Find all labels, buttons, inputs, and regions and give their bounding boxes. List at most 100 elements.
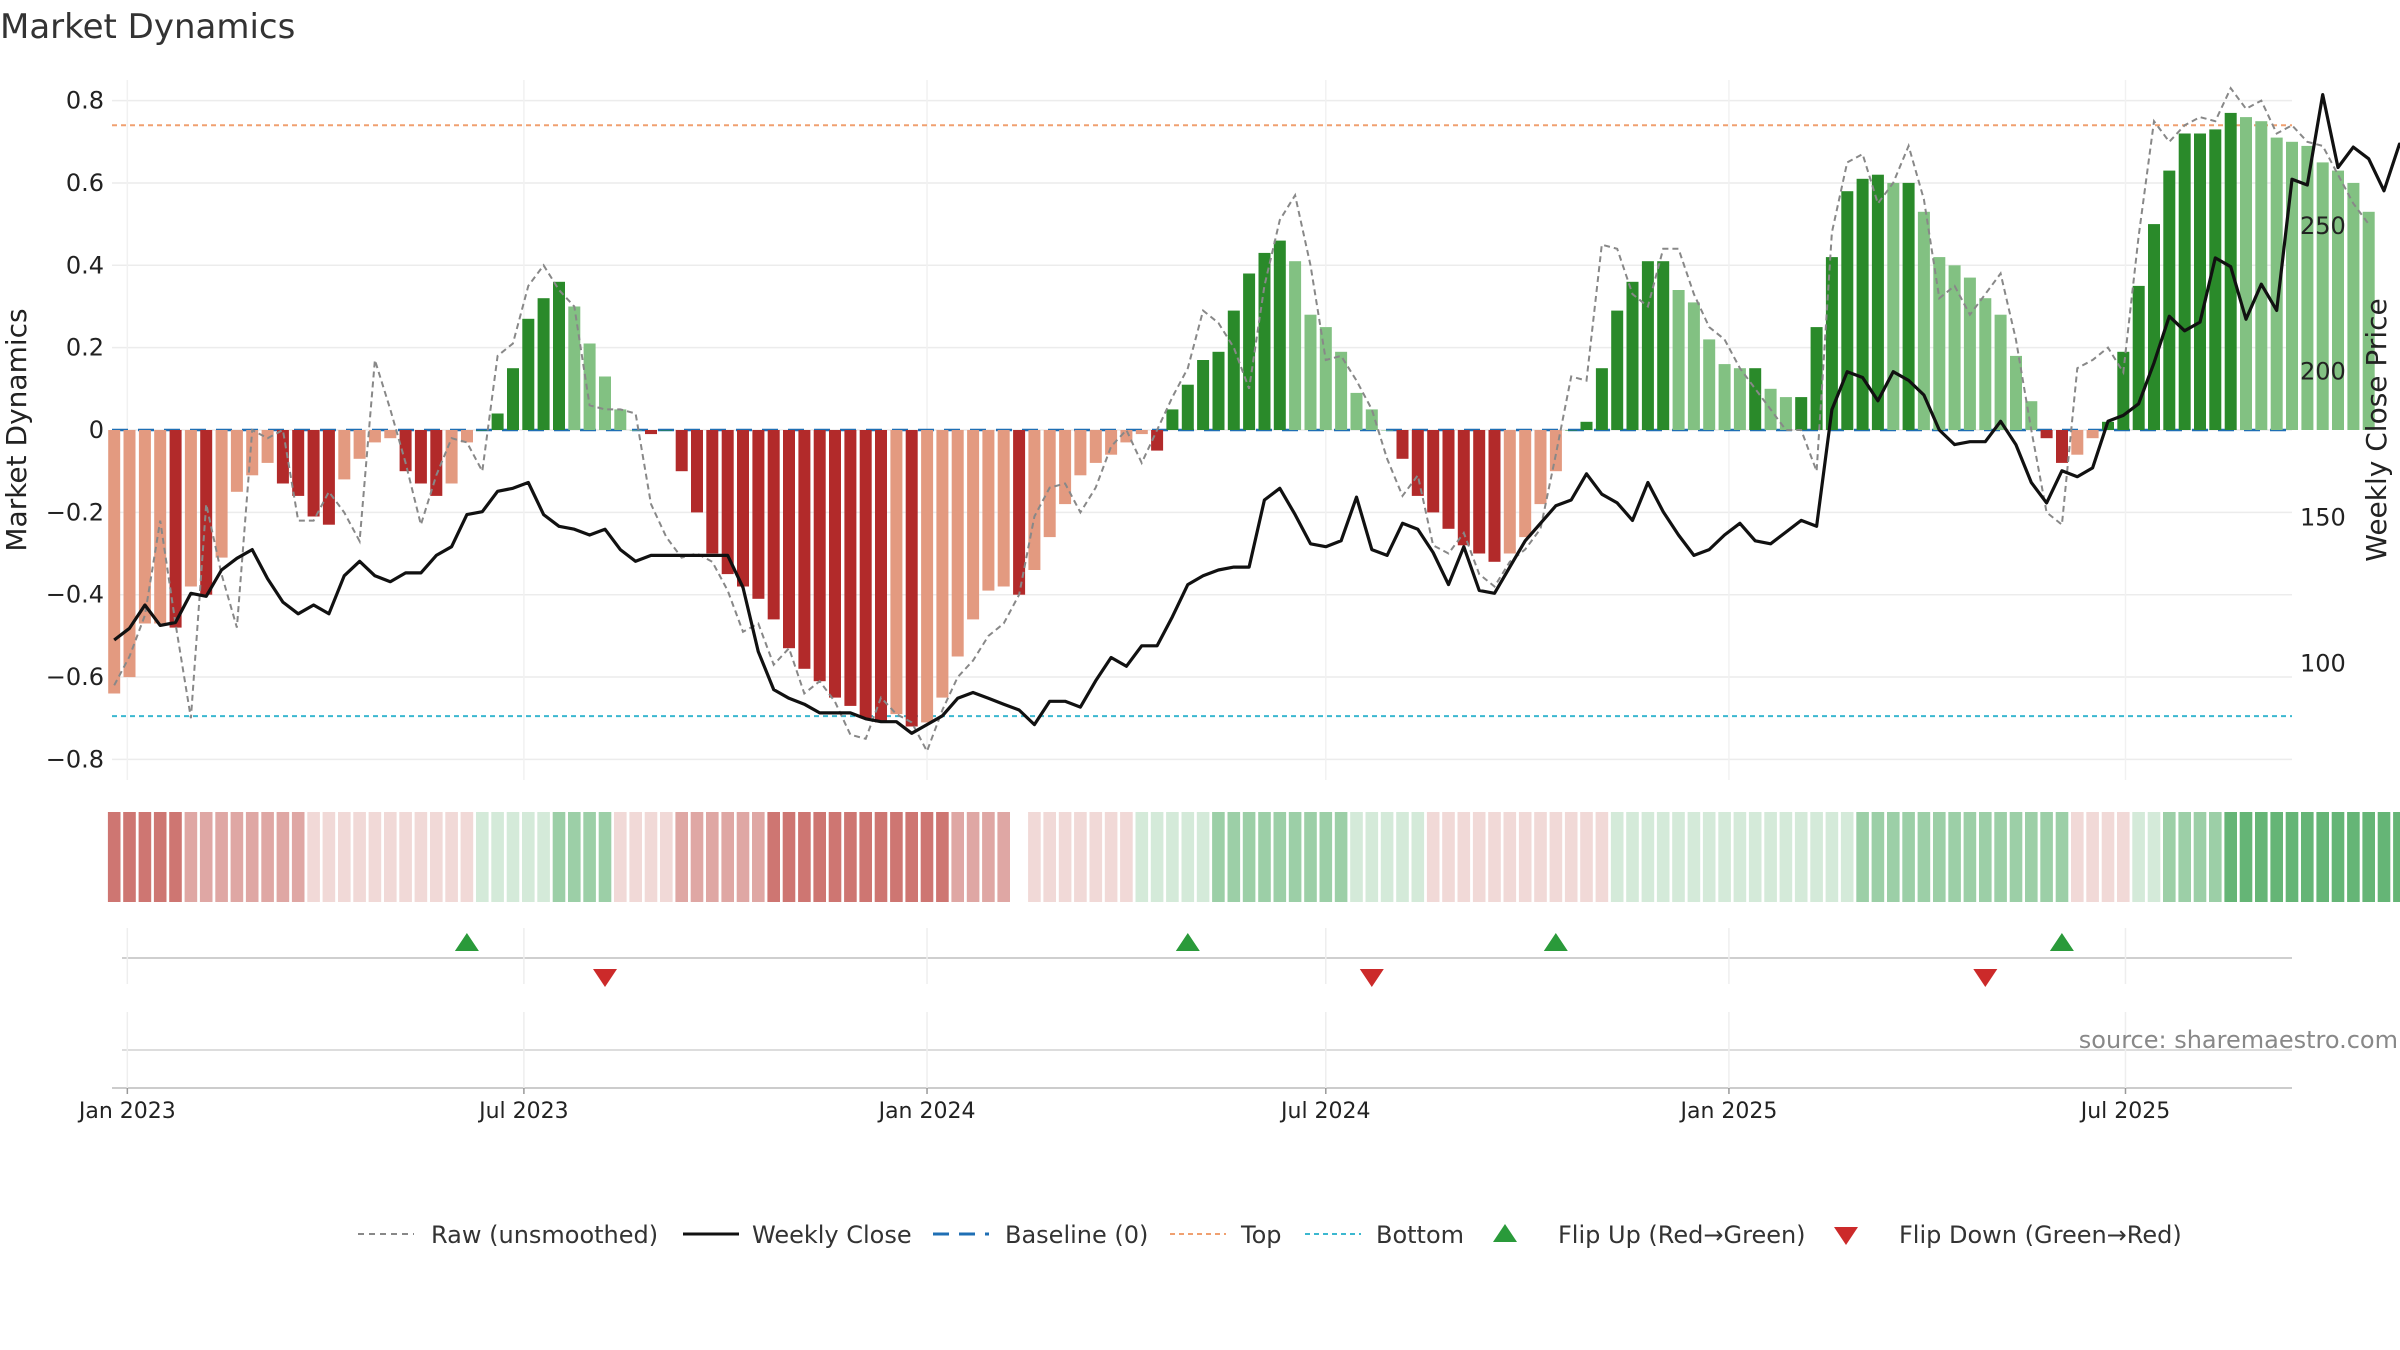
dynamics-bar	[123, 430, 136, 678]
regime-strip-cell	[1028, 812, 1041, 902]
dynamics-bar	[1856, 178, 1869, 430]
regime-strip-cell	[384, 812, 397, 902]
dynamics-bar	[859, 430, 872, 719]
regime-strip-cell	[1442, 812, 1455, 902]
dynamics-bar	[338, 430, 351, 480]
regime-strip-cell	[2285, 812, 2299, 902]
regime-strip-cell	[1488, 812, 1501, 902]
dynamics-bar	[1105, 430, 1118, 455]
regime-strip-cell	[2393, 812, 2400, 902]
regime-strip-cell	[1702, 812, 1716, 902]
dynamics-bar	[1457, 430, 1470, 546]
weekly-close-line	[113, 92, 2400, 735]
dynamics-bar	[829, 430, 841, 698]
regime-strip-cell	[660, 812, 673, 902]
dynamics-bar	[936, 430, 949, 698]
regime-strip-cell	[2071, 812, 2084, 902]
dynamics-bar	[1994, 314, 2007, 430]
legend-bottom-label: Bottom	[1376, 1221, 1464, 1249]
dynamics-bar	[2163, 170, 2176, 430]
dynamics-bar	[2010, 355, 2022, 430]
dynamics-bar	[169, 430, 182, 628]
dynamics-bar	[553, 281, 565, 430]
dynamics-bar	[1718, 364, 1731, 430]
flip-down-marker	[1973, 969, 1998, 987]
y-tick-label: 0.4	[66, 251, 104, 279]
dynamics-bar	[2178, 133, 2191, 430]
dynamics-bar	[368, 430, 381, 443]
dynamics-bar	[614, 409, 627, 430]
regime-strip-cell	[1871, 812, 1885, 902]
regime-strip-cell	[1350, 812, 1363, 902]
regime-strip-cell	[2377, 812, 2391, 902]
y2-axis-label: Weekly Close Price	[2360, 298, 2393, 561]
regime-strip-cell	[1733, 812, 1747, 902]
dynamics-bar	[982, 430, 995, 591]
y-tick-label: −0.8	[46, 745, 104, 773]
regime-strip-cell	[767, 812, 780, 902]
regime-strip-cell	[1718, 812, 1731, 902]
legend-flip-up-label: Flip Up (Red→Green)	[1558, 1221, 1806, 1249]
dynamics-bar	[108, 430, 121, 694]
dynamics-bar	[967, 430, 980, 620]
dynamics-bar	[1227, 310, 1240, 430]
regime-strip-cell	[291, 812, 305, 902]
y-tick-label: 0.2	[66, 334, 104, 362]
regime-strip-cell	[813, 812, 826, 902]
dynamics-bar	[322, 430, 335, 525]
regime-strip-cell	[2301, 812, 2314, 902]
dynamics-bar	[184, 430, 197, 587]
dynamics-bar	[951, 430, 964, 657]
regime-strip-cell	[936, 812, 949, 902]
dynamics-bar	[1917, 211, 1930, 430]
dynamics-bar	[537, 298, 550, 430]
legend-top-label: Top	[1240, 1221, 1282, 1249]
regime-strip-cell	[1334, 812, 1348, 902]
regime-strip-cell	[368, 812, 382, 902]
regime-strip-cell	[1518, 812, 1532, 902]
y2-tick-label: 150	[2300, 504, 2346, 532]
regime-strip-cell	[644, 812, 658, 902]
dynamics-bar	[1687, 302, 1700, 430]
regime-strip-cell	[874, 812, 888, 902]
dynamics-bar	[461, 430, 473, 443]
regime-strip-cell	[2316, 812, 2329, 902]
regime-strip-cell	[2270, 812, 2283, 902]
regime-strip-cell	[1887, 812, 1900, 902]
dynamics-bar	[1580, 421, 1593, 430]
regime-strip-cell	[123, 812, 136, 902]
dynamics-bar	[353, 430, 366, 459]
regime-strip-cell	[706, 812, 719, 902]
regime-strip-cell	[552, 812, 566, 902]
dynamics-bar	[1289, 261, 1302, 430]
dynamics-bar	[2117, 351, 2130, 430]
dynamics-bar	[292, 430, 305, 496]
regime-strip-cell	[169, 812, 182, 902]
y-tick-label: 0.8	[66, 87, 104, 115]
regime-strip-cell	[1227, 812, 1241, 902]
dynamics-bar	[1335, 351, 1348, 430]
flip-up-marker	[454, 933, 479, 951]
dynamics-bar	[752, 430, 765, 599]
regime-strip-cell	[997, 812, 1010, 902]
dynamics-bar	[1887, 182, 1900, 430]
dynamics-bar	[1779, 397, 1792, 430]
regime-strip-cell	[951, 812, 964, 902]
dynamics-bar	[154, 430, 167, 624]
dynamics-bar	[905, 430, 918, 727]
regime-strip-cell	[1319, 812, 1333, 902]
dynamics-bar	[1273, 240, 1286, 430]
dynamics-bar	[1396, 430, 1409, 459]
regime-strip-cell	[1196, 812, 1210, 902]
x-tick-label: Jan 2023	[77, 1099, 176, 1124]
dynamics-bar	[399, 430, 412, 472]
dynamics-bar	[1319, 327, 1332, 430]
regime-strip-cell	[522, 812, 535, 902]
legend-flip-down-label: Flip Down (Green→Red)	[1899, 1221, 2182, 1249]
dynamics-bar	[230, 430, 243, 492]
dynamics-bar	[414, 430, 427, 484]
regime-strip-cell	[1426, 812, 1440, 902]
x-tick-label: Jul 2024	[1279, 1099, 1371, 1124]
flip-up-marker	[1175, 933, 1200, 951]
regime-strip-cell	[338, 812, 351, 902]
